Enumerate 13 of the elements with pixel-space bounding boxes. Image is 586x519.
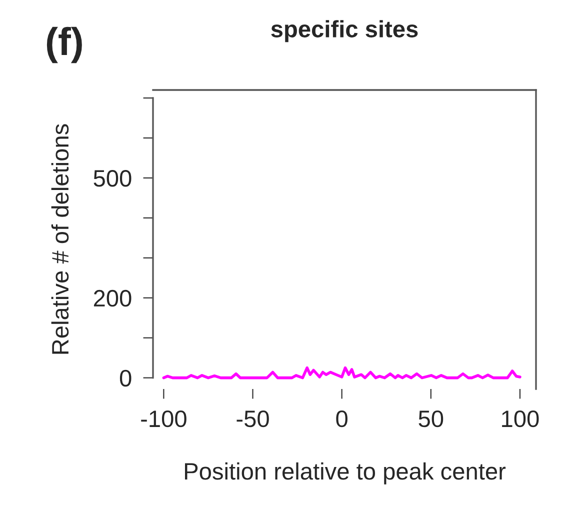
y-axis-title: Relative # of deletions bbox=[51, 124, 69, 354]
line-series bbox=[162, 366, 522, 380]
text: (f) bbox=[46, 26, 82, 64]
x-tick-label: -50 bbox=[236, 410, 269, 428]
chart-title: specific sites bbox=[271, 20, 418, 42]
x-tick-label: 50 bbox=[418, 410, 444, 428]
y-tick-label: 0 bbox=[120, 370, 132, 387]
y-tick-label: 200 bbox=[94, 290, 132, 307]
x-tick-label: 0 bbox=[336, 410, 348, 428]
x-axis-title: Position relative to peak center bbox=[185, 462, 506, 484]
x-tick-label: -100 bbox=[141, 410, 186, 428]
y-tick-label: 500 bbox=[94, 170, 132, 187]
x-tick-label: 100 bbox=[502, 410, 539, 428]
